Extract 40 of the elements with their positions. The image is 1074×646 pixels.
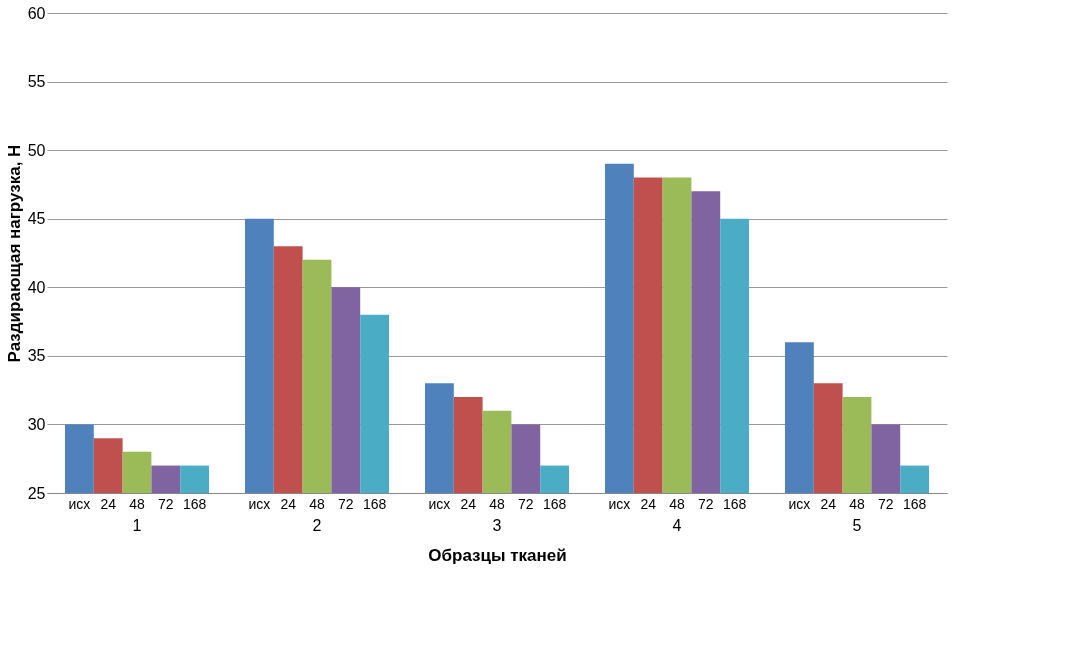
- y-tick-label: 30: [27, 415, 46, 433]
- y-tick-label: 60: [27, 4, 46, 22]
- text: 72: [338, 496, 354, 512]
- x-axis-title: Образцы тканей: [428, 545, 567, 565]
- x-tick-label: 3: [492, 516, 502, 534]
- text: 168: [902, 496, 927, 512]
- y-axis-title: Раздирающая нагрузка, Н: [4, 144, 24, 363]
- series-label: 24: [100, 496, 117, 512]
- text: 24: [640, 496, 656, 512]
- y-tick-label: 50: [27, 141, 46, 159]
- text: 168: [542, 496, 567, 512]
- text: 48: [489, 496, 505, 512]
- y-tick-label: 35: [27, 347, 46, 365]
- text: исх: [248, 496, 271, 512]
- text: 168: [362, 496, 387, 512]
- text: исх: [428, 496, 451, 512]
- y-tick-label: 40: [27, 278, 46, 296]
- text: 72: [698, 496, 714, 512]
- text: 72: [518, 496, 534, 512]
- x-tick-label: 1: [132, 516, 142, 534]
- text: 48: [309, 496, 325, 512]
- text: 24: [820, 496, 836, 512]
- text: 168: [722, 496, 747, 512]
- text: исх: [788, 496, 811, 512]
- text: исх: [608, 496, 631, 512]
- x-tick-label: 4: [672, 516, 682, 534]
- text: 72: [878, 496, 894, 512]
- text: 24: [280, 496, 296, 512]
- series-label: 72: [158, 496, 174, 512]
- text: 48: [849, 496, 865, 512]
- y-tick-label: 45: [27, 210, 46, 228]
- x-tick-label: 5: [852, 516, 862, 534]
- text: 48: [669, 496, 685, 512]
- series-label: 168: [182, 496, 207, 512]
- x-tick-label: 2: [312, 516, 322, 534]
- series-label: 48: [129, 496, 145, 512]
- series-label: исх: [68, 496, 91, 512]
- y-tick-label: 25: [27, 484, 46, 502]
- y-tick-label: 55: [27, 73, 46, 91]
- text: 24: [460, 496, 476, 512]
